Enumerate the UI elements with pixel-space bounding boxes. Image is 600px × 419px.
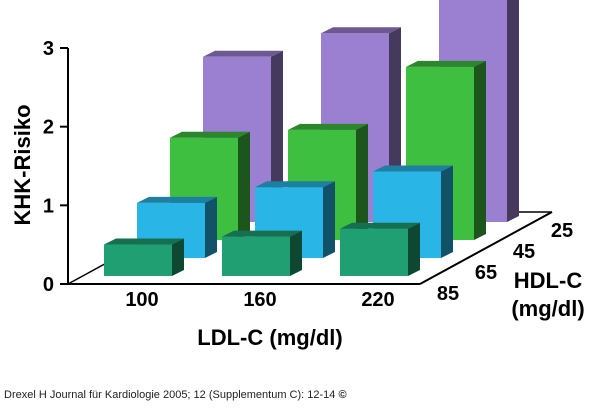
depth-axis-label-line1: HDL-C — [514, 268, 583, 293]
bar — [340, 222, 420, 276]
x-tick-label: 220 — [361, 289, 394, 311]
depth-axis-label-line2: (mg/dl) — [511, 296, 584, 321]
bar-top-face — [406, 60, 486, 67]
y-ticks: 0 1 2 3 — [43, 38, 68, 296]
bar-side-face — [356, 123, 368, 240]
bar-side-face — [172, 238, 184, 276]
hdl-tick-label: 25 — [551, 220, 573, 242]
bar-top-face — [104, 238, 184, 245]
source-text: Drexel H Journal für Kardiologie 2005; 1… — [4, 389, 336, 401]
y-tick-label: 0 — [43, 274, 54, 296]
bar-top-face — [373, 165, 453, 172]
hdl-tick-label: 85 — [437, 283, 459, 305]
bar-side-face — [205, 196, 217, 258]
y-tick-label: 3 — [43, 38, 54, 60]
source-citation: Drexel H Journal für Kardiologie 2005; 1… — [4, 389, 347, 401]
bar-side-face — [238, 131, 250, 240]
bar-side-face — [323, 181, 335, 258]
bar — [137, 196, 217, 258]
copyright-symbol: © — [338, 389, 347, 401]
labels: KHK-Risiko LDL-C (mg/dl) HDL-C (mg/dl) 1… — [10, 104, 585, 350]
bar-side-face — [474, 60, 486, 240]
bar-top-face — [321, 27, 401, 34]
bar-side-face — [408, 222, 420, 276]
bar — [104, 238, 184, 276]
bar-side-face — [441, 165, 453, 258]
bar-side-face — [507, 0, 519, 222]
bar-top-face — [203, 50, 283, 57]
bar-front-face — [104, 244, 172, 276]
bars — [104, 0, 519, 276]
bar-top-face — [222, 230, 302, 237]
y-tick-label: 1 — [43, 195, 54, 217]
x-tick-label: 100 — [125, 289, 158, 311]
bar-side-face — [271, 50, 283, 222]
x-axis-label: LDL-C (mg/dl) — [197, 325, 342, 350]
bar — [222, 230, 302, 276]
hdl-tick-label: 45 — [513, 241, 535, 263]
bar-top-face — [137, 196, 217, 203]
bar-top-face — [288, 123, 368, 130]
y-tick-label: 2 — [43, 117, 54, 139]
bar-front-face — [340, 228, 408, 276]
bar-side-face — [290, 230, 302, 276]
y-axis-label: KHK-Risiko — [10, 104, 35, 225]
bar-top-face — [255, 181, 335, 188]
bar-top-face — [170, 131, 250, 138]
depth-axis-line — [419, 211, 553, 285]
x-tick-label: 160 — [243, 289, 276, 311]
bar-top-face — [340, 222, 420, 229]
hdl-tick-label: 65 — [475, 262, 497, 284]
bar-front-face — [222, 236, 290, 276]
